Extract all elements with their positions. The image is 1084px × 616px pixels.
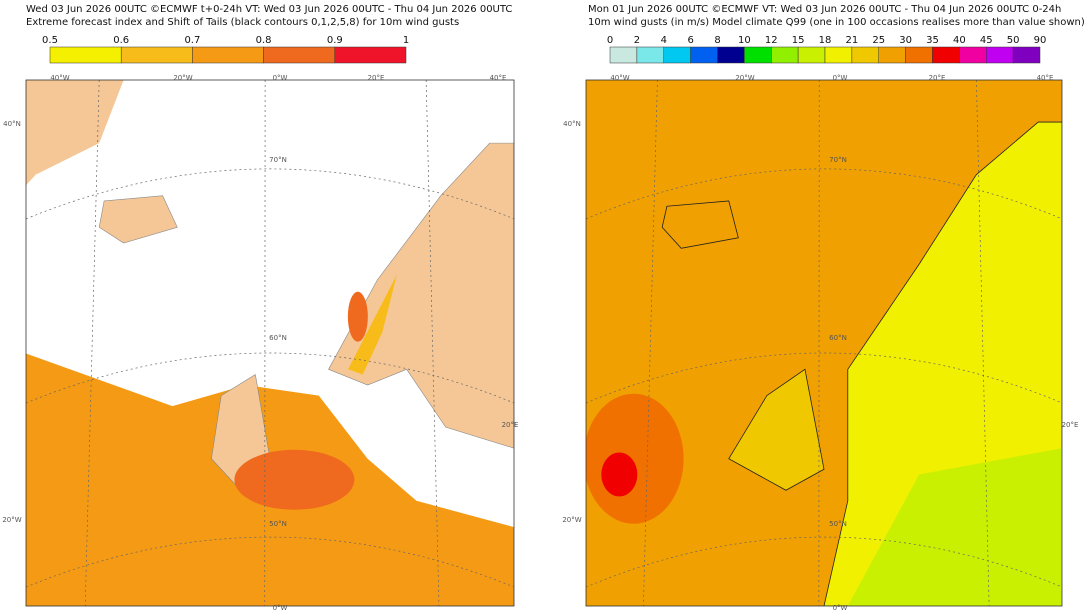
graticule-label: 40°N xyxy=(3,120,21,128)
colorbar-label: 90 xyxy=(1034,35,1047,46)
colorbar-label: 0 xyxy=(607,35,613,46)
graticule-label: 60°N xyxy=(269,334,287,342)
colorbar-segment xyxy=(824,46,853,64)
graticule-label: 40°E xyxy=(490,74,507,82)
high-gusts xyxy=(601,452,638,497)
land xyxy=(661,200,739,249)
colorbar-label: 50 xyxy=(1007,35,1020,46)
land xyxy=(26,80,124,186)
graticule-label: 70°N xyxy=(829,156,847,164)
colorbar-label: 0.7 xyxy=(184,35,200,46)
colorbar-label: 0.6 xyxy=(113,35,129,46)
parallel xyxy=(26,168,514,220)
colorbar-segment xyxy=(797,46,826,64)
graticule-label: 50°N xyxy=(829,520,847,528)
map xyxy=(25,79,515,607)
graticule-label: 20°W xyxy=(2,516,21,524)
colorbar-label: 6 xyxy=(687,35,693,46)
colorbar-label: 1 xyxy=(403,35,409,46)
graticule-label: 20°W xyxy=(735,74,754,82)
graticule-label: 20°E xyxy=(929,74,946,82)
graticule-label: 20°E xyxy=(1062,421,1079,429)
graticule-label: 0°W xyxy=(833,74,848,82)
colorbar-label: 40 xyxy=(953,35,966,46)
land xyxy=(348,274,397,375)
colorbar-segment xyxy=(334,46,407,64)
graticule-label: 0°W xyxy=(833,604,848,612)
colorbar-segment xyxy=(905,46,933,64)
colorbar-label: 45 xyxy=(980,35,993,46)
colorbar-segment xyxy=(717,46,745,64)
colorbar-label: 10 xyxy=(738,35,751,46)
parallel xyxy=(26,536,514,588)
high-gusts xyxy=(586,393,684,524)
title: 10m wind gusts (in m/s) Model climate Q9… xyxy=(588,17,1084,28)
colorbar-label: 30 xyxy=(899,35,912,46)
map xyxy=(585,79,1063,607)
colorbar-label: 12 xyxy=(765,35,778,46)
graticule-label: 20°E xyxy=(368,74,385,82)
colorbar-segment xyxy=(771,46,799,64)
colorbar-segment xyxy=(851,46,879,64)
colorbar-segment xyxy=(120,46,193,64)
graticule-label: 20°E xyxy=(502,421,519,429)
land xyxy=(328,142,514,449)
colorbar-label: 0.5 xyxy=(42,35,58,46)
colorbar-label: 2 xyxy=(634,35,640,46)
colorbar-segment xyxy=(932,46,960,64)
title: Extreme forecast index and Shift of Tail… xyxy=(26,17,459,28)
colorbar-label: 21 xyxy=(846,35,859,46)
colorbar-label: 35 xyxy=(926,35,939,46)
high-index xyxy=(347,291,368,342)
graticule-label: 0°W xyxy=(273,604,288,612)
graticule-label: 50°N xyxy=(269,520,287,528)
colorbar-segment xyxy=(959,46,987,64)
graticule-label: 20°W xyxy=(562,516,581,524)
graticule-label: 40°E xyxy=(1037,74,1054,82)
title: Wed 03 Jun 2026 00UTC ©ECMWF t+0-24h VT:… xyxy=(26,4,512,15)
colorbar-segment xyxy=(744,46,772,64)
colorbar-label: 18 xyxy=(819,35,832,46)
map-layer xyxy=(26,80,514,606)
graticule-label: 0°W xyxy=(273,74,288,82)
graticule-label: 70°N xyxy=(269,156,287,164)
colorbar-segment xyxy=(986,46,1014,64)
colorbar-segment xyxy=(663,46,691,64)
colorbar-segment xyxy=(263,46,336,64)
colorbar-label: 25 xyxy=(872,35,885,46)
high-index xyxy=(234,449,355,510)
colorbar-label: 4 xyxy=(661,35,667,46)
colorbar-segment xyxy=(192,46,264,64)
graticule-label: 40°W xyxy=(50,74,69,82)
map-frame xyxy=(25,79,515,607)
colorbar-label: 15 xyxy=(792,35,805,46)
map-frame xyxy=(585,79,1063,607)
land xyxy=(847,448,1062,606)
land xyxy=(728,368,825,491)
graticule-label: 20°W xyxy=(173,74,192,82)
colorbar-segment xyxy=(609,46,638,64)
graticule-label: 40°W xyxy=(610,74,629,82)
colorbar-label: 0.8 xyxy=(256,35,272,46)
graticule-label: 60°N xyxy=(829,334,847,342)
colorbar-segment xyxy=(878,46,906,64)
graticule-label: 40°N xyxy=(563,120,581,128)
colorbar-label: 0.9 xyxy=(327,35,343,46)
colorbar-segment xyxy=(690,46,718,64)
colorbar-segment xyxy=(1012,46,1041,64)
map-layer xyxy=(586,80,1062,606)
colorbar-segment xyxy=(49,46,122,64)
parallel xyxy=(26,352,514,404)
colorbar-segment xyxy=(636,46,664,64)
title: Mon 01 Jun 2026 00UTC ©ECMWF VT: Wed 03 … xyxy=(588,4,1061,15)
land xyxy=(98,195,178,244)
colorbar-label: 8 xyxy=(714,35,720,46)
